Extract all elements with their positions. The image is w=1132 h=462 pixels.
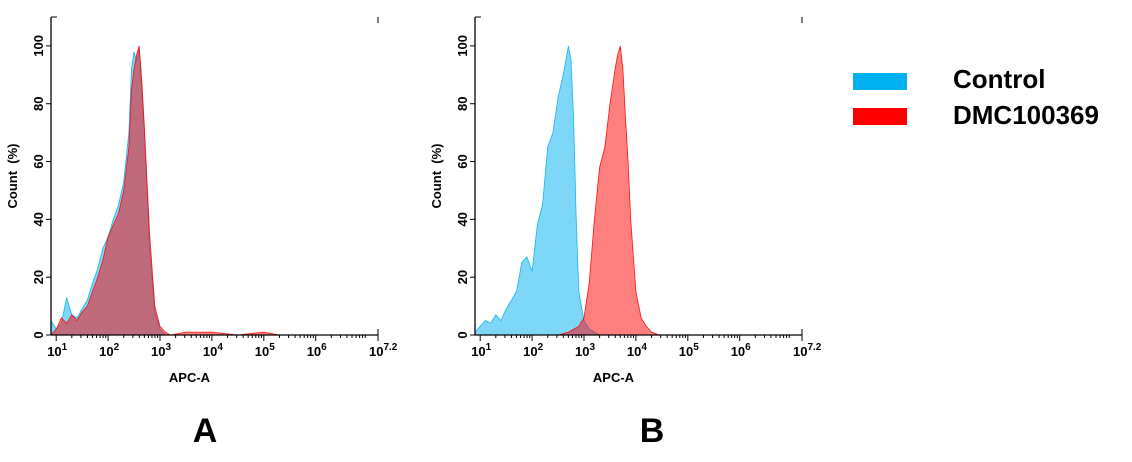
x-tick-label: 103 [575, 342, 595, 359]
y-tick-label: 0 [455, 331, 470, 338]
x-tick-base: 10 [151, 344, 165, 359]
x-tick-label: 105 [679, 342, 699, 359]
y-tick-label: 20 [31, 270, 46, 284]
y-tick-label: 60 [455, 154, 470, 168]
x-tick-exponent: 4 [641, 342, 647, 353]
y-tick-label: 40 [455, 212, 470, 226]
x-tick-base: 10 [99, 344, 113, 359]
x-tick-label: 104 [203, 342, 223, 359]
x-tick-exponent: 1 [486, 342, 492, 353]
x-tick-base: 10 [523, 344, 537, 359]
y-tick-label: 100 [31, 35, 46, 57]
x-tick-base: 10 [471, 344, 485, 359]
x-axis-title: APC-A [169, 370, 211, 385]
y-tick-label: 80 [455, 96, 470, 110]
x-tick-label: 103 [151, 342, 171, 359]
x-tick-base: 10 [203, 344, 217, 359]
x-tick-base: 10 [575, 344, 589, 359]
y-tick-label: 60 [31, 154, 46, 168]
x-tick-exponent: 6 [321, 342, 327, 353]
y-tick-label: 100 [455, 35, 470, 57]
x-tick-exponent: 3 [165, 342, 171, 353]
y-tick-label: 20 [455, 270, 470, 284]
legend-label-dmc100369: DMC100369 [953, 100, 1099, 130]
x-tick-base: 10 [793, 344, 807, 359]
x-tick-base: 10 [627, 344, 641, 359]
x-tick-exponent: 5 [693, 342, 699, 353]
series-area-control [474, 45, 602, 336]
series-area-dmc100369 [50, 45, 280, 336]
x-tick-exponent: 4 [217, 342, 223, 353]
series-area-dmc100369 [557, 45, 660, 336]
x-tick-exponent: 7.2 [807, 342, 821, 353]
x-tick-label: 102 [99, 342, 119, 359]
legend-swatch-dmc100369 [853, 108, 907, 125]
x-tick-base: 10 [255, 344, 269, 359]
x-tick-label: 106 [731, 342, 751, 359]
y-tick-label: 40 [31, 212, 46, 226]
x-tick-exponent: 3 [589, 342, 595, 353]
y-axis-title: Count (%) [5, 144, 20, 209]
x-tick-label: 106 [307, 342, 327, 359]
x-tick-exponent: 5 [269, 342, 275, 353]
x-tick-label: 104 [627, 342, 647, 359]
legend-label-control: Control [953, 64, 1045, 94]
x-tick-label: 107.2 [369, 342, 398, 359]
x-tick-exponent: 1 [62, 342, 68, 353]
x-tick-label: 105 [255, 342, 275, 359]
legend-swatch-control [853, 73, 907, 90]
x-tick-exponent: 7.2 [383, 342, 397, 353]
panel-label: B [640, 412, 665, 450]
x-tick-base: 10 [369, 344, 383, 359]
x-tick-exponent: 2 [114, 342, 120, 353]
x-tick-base: 10 [307, 344, 321, 359]
x-tick-base: 10 [679, 344, 693, 359]
y-tick-label: 80 [31, 96, 46, 110]
x-tick-base: 10 [731, 344, 745, 359]
panel-label: A [193, 412, 218, 450]
x-tick-exponent: 6 [745, 342, 751, 353]
x-tick-label: 101 [471, 342, 491, 359]
x-axis-title: APC-A [593, 370, 635, 385]
x-tick-base: 10 [47, 344, 61, 359]
y-tick-label: 0 [31, 331, 46, 338]
x-tick-label: 102 [523, 342, 543, 359]
x-tick-exponent: 2 [538, 342, 544, 353]
x-tick-label: 101 [47, 342, 67, 359]
x-tick-label: 107.2 [793, 342, 822, 359]
y-axis-title: Count (%) [429, 144, 444, 209]
legend: Control DMC100369 [853, 64, 1099, 130]
